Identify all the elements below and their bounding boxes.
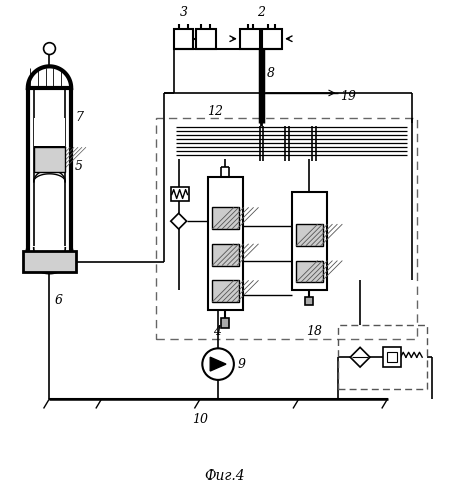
Circle shape	[202, 348, 234, 380]
Bar	[212, 208, 239, 229]
Bar	[262, 29, 282, 48]
Bar	[338, 324, 427, 389]
Text: 12: 12	[207, 104, 223, 118]
Polygon shape	[210, 357, 226, 371]
Bar	[174, 29, 194, 48]
Text: Фиг.4: Фиг.4	[205, 468, 245, 482]
Bar	[296, 224, 323, 246]
Bar	[208, 177, 243, 310]
Bar	[23, 250, 76, 272]
Circle shape	[44, 42, 55, 54]
Text: 4: 4	[213, 325, 221, 338]
Bar	[221, 318, 229, 328]
Bar	[171, 186, 189, 202]
Bar	[196, 29, 216, 48]
Bar	[383, 348, 400, 367]
Bar	[34, 118, 65, 147]
Text: 3: 3	[180, 6, 188, 19]
Bar	[292, 192, 327, 290]
Bar	[34, 146, 65, 147]
Text: 9: 9	[238, 358, 246, 370]
Text: 6: 6	[54, 294, 63, 306]
Bar	[212, 280, 239, 302]
Text: 2: 2	[257, 6, 266, 19]
Text: 19: 19	[340, 90, 356, 103]
Bar	[305, 297, 313, 305]
Text: 10: 10	[192, 414, 208, 426]
Bar	[296, 260, 323, 282]
Text: 7: 7	[75, 111, 83, 124]
Bar	[212, 244, 239, 266]
Bar	[34, 147, 65, 172]
Bar	[240, 29, 260, 48]
Bar	[156, 118, 417, 340]
Text: 8: 8	[266, 66, 274, 80]
Bar	[387, 352, 396, 362]
Text: 5: 5	[75, 160, 83, 173]
Text: 18: 18	[306, 325, 322, 338]
